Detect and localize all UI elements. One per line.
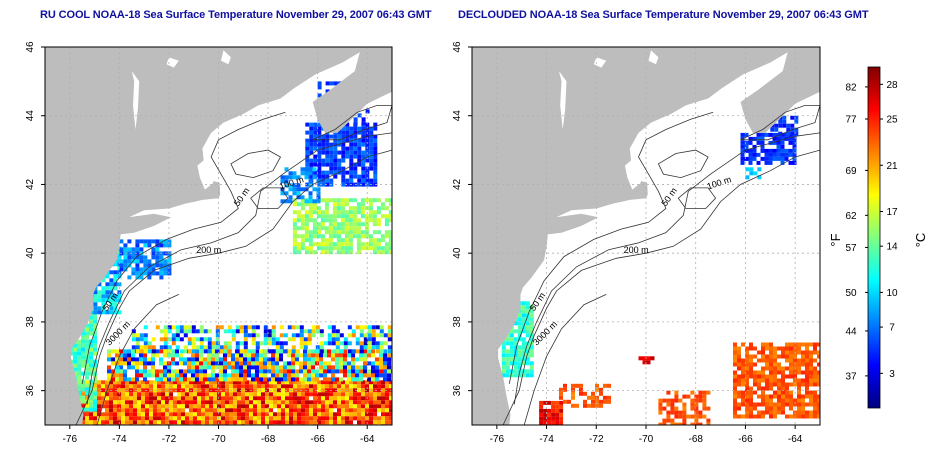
contour-line [312, 105, 392, 141]
contour-label: 200 m [196, 245, 221, 255]
sst-field [45, 81, 392, 425]
y-tick-label: 36 [25, 385, 36, 397]
x-tick-label: -66 [310, 434, 325, 445]
bathymetry-contours [75, 105, 392, 425]
y-tick-label: 44 [25, 110, 36, 122]
contour-line [81, 111, 286, 384]
contour-line [75, 149, 392, 425]
right-map-title: DECLOUDED NOAA-18 Sea Surface Temperatur… [458, 9, 869, 21]
x-tick-label: -72 [162, 434, 177, 445]
x-tick-label: -68 [261, 434, 276, 445]
lake [221, 50, 231, 65]
axes: -76 -74 -72 -70 -68 -66 -64 36 38 40 42 44 46 [25, 41, 375, 445]
graticule [45, 47, 392, 425]
x-tick-label: -74 [112, 434, 127, 445]
y-tick-label: 42 [25, 178, 36, 190]
lake [166, 57, 179, 68]
y-tick-label: 38 [25, 316, 36, 328]
cape-cod [212, 181, 221, 199]
left-map-title: RU COOL NOAA-18 Sea Surface Temperature … [40, 9, 432, 21]
land-mass [45, 47, 392, 425]
contour-line [96, 294, 179, 425]
contour-line [250, 187, 289, 209]
y-tick-label: 46 [25, 41, 36, 53]
contour-line [86, 132, 392, 405]
long-island [119, 217, 172, 235]
x-tick-label: -76 [63, 434, 78, 445]
x-tick-label: -70 [211, 434, 226, 445]
y-tick-label: 40 [25, 247, 36, 259]
lake [131, 71, 140, 130]
x-tick-label: -64 [360, 434, 375, 445]
contour-line [230, 149, 282, 179]
